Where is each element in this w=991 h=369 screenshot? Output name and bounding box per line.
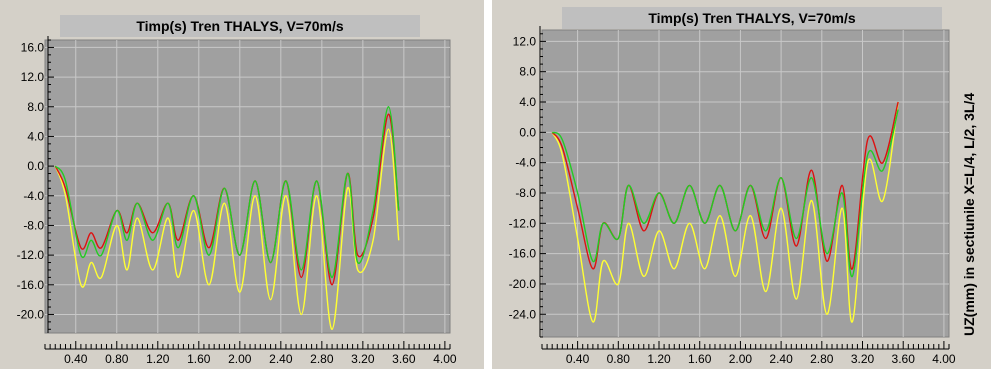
left-x-tick-label-4: 2.00 (228, 352, 252, 366)
left-x-tick-label-6: 2.80 (310, 352, 334, 366)
right-chart-ylabel: UZ(mm) in sectiunile X=L/4, L/2, 3L/4 (961, 92, 977, 336)
left-y-tick-label-0: 16.0 (21, 40, 45, 54)
left-y-tick-label-5: -4.0 (23, 189, 44, 203)
right-plot-area (541, 29, 950, 338)
right-series-line-0 (551, 101, 899, 323)
left-x-tick-label-7: 3.20 (351, 352, 375, 366)
right-x-tick-label-6: 2.80 (810, 352, 834, 366)
right-y-tick-label-3: 0.0 (519, 125, 536, 139)
left-x-tick-label-8: 3.60 (392, 352, 416, 366)
right-chart-title: Timp(s) Tren THALYS, V=70m/s (562, 7, 942, 29)
right-y-tick-label-6: -12.0 (509, 216, 537, 230)
left-x-tick-label-2: 1.20 (146, 352, 170, 366)
right-y-tick-label-9: -24.0 (509, 307, 537, 321)
left-y-tick-label-2: 8.0 (27, 100, 44, 114)
left-plot-area (44, 39, 451, 334)
left-chart: 16.0 12.0 8.0 4.0 0.0 -4.0 -8.0 -12.0 -16.0 -20.0… (17, 36, 457, 366)
left-y-tick-label-3: 4.0 (27, 129, 44, 143)
right-x-tick-label-9: 4.00 (932, 352, 956, 366)
right-x-tick-label-0: 0.40 (566, 352, 590, 366)
right-chart-panel: Timp(s) Tren THALYS, V=70m/s 12.0 8.0 4.0 0… (492, 0, 991, 369)
right-y-tick-label-1: 8.0 (519, 65, 536, 79)
right-y-tick-label-5: -8.0 (515, 186, 536, 200)
left-series-line-2 (54, 106, 400, 279)
right-series-line-2 (551, 109, 899, 278)
left-x-tick-label-1: 0.80 (105, 352, 129, 366)
left-y-tick-label-1: 12.0 (21, 70, 45, 84)
right-chart: 12.0 8.0 4.0 0.0 -4.0 -8.0 -12.0 -16.0 -20.0 -24.… (509, 26, 956, 366)
right-x-tick-label-5: 2.40 (769, 352, 793, 366)
right-x-tick-label-1: 0.80 (607, 352, 631, 366)
left-chart-title: Timp(s) Tren THALYS, V=70m/s (60, 15, 420, 37)
left-y-tick-label-9: -20.0 (17, 307, 45, 321)
right-x-tick-label-7: 3.20 (851, 352, 875, 366)
left-y-tick-label-4: 0.0 (27, 159, 44, 173)
right-x-tick-label-4: 2.00 (729, 352, 753, 366)
right-x-tick-label-8: 3.60 (892, 352, 916, 366)
left-series-line-0 (54, 128, 400, 330)
right-y-tick-label-2: 4.0 (519, 95, 536, 109)
right-y-tick-label-4: -4.0 (515, 156, 536, 170)
left-chart-panel: Timp(s) Tren THALYS, V=70m/s 16.0 12.0 8.0… (0, 0, 484, 369)
right-x-tick-label-3: 1.60 (688, 352, 712, 366)
left-x-tick-label-5: 2.40 (269, 352, 293, 366)
left-y-tick-label-7: -12.0 (17, 248, 45, 262)
left-x-tick-label-3: 1.60 (187, 352, 211, 366)
left-x-tick-label-0: 0.40 (64, 352, 88, 366)
left-x-tick-label-9: 4.00 (433, 352, 457, 366)
right-y-tick-label-8: -20.0 (509, 277, 537, 291)
right-x-tick-label-2: 1.20 (647, 352, 671, 366)
left-y-tick-label-8: -16.0 (17, 278, 45, 292)
left-y-tick-label-6: -8.0 (23, 218, 44, 232)
right-y-tick-label-7: -16.0 (509, 247, 537, 261)
right-y-tick-label-0: 12.0 (513, 34, 537, 48)
